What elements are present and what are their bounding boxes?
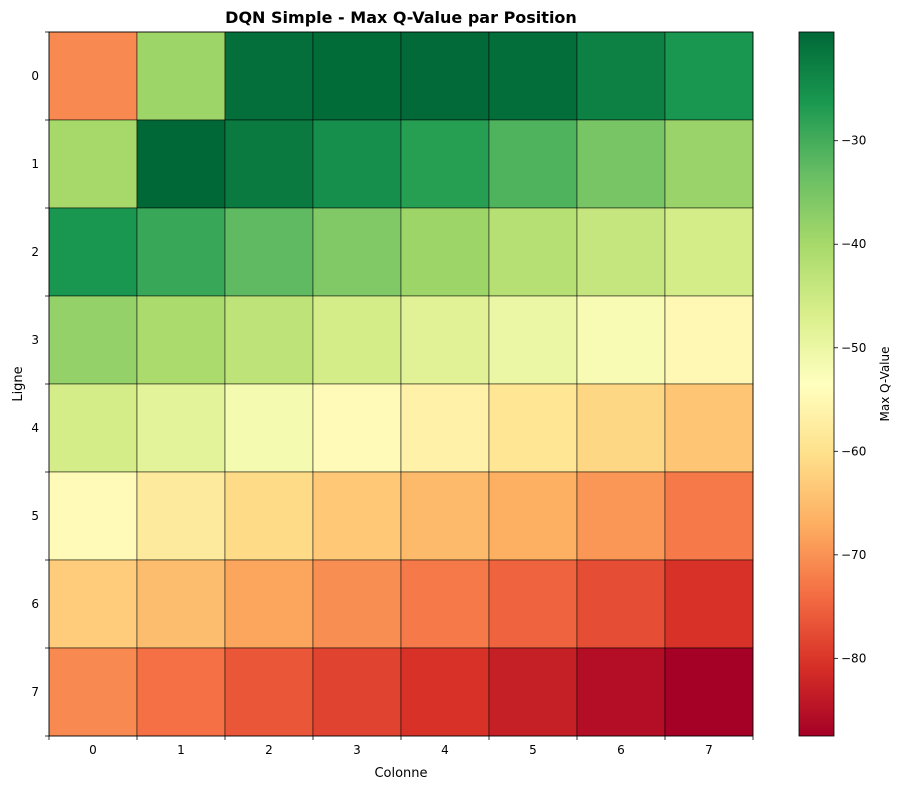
heatmap-cell: [224, 559, 314, 649]
heatmap-cell: [48, 207, 138, 297]
heatmap-cell: [400, 559, 490, 649]
heatmap-cell: [576, 31, 666, 121]
heatmap-cell: [48, 119, 138, 209]
y-tick-label: 1: [31, 157, 39, 171]
heatmap-cell: [136, 471, 226, 561]
heatmap-cell: [488, 295, 578, 385]
colorbar-tick-label: −30: [841, 134, 866, 148]
heatmap-cell: [576, 647, 666, 737]
x-tick-label: 5: [529, 743, 537, 757]
heatmap-cell: [136, 119, 226, 209]
heatmap-cell: [312, 383, 402, 473]
heatmap-cell: [312, 559, 402, 649]
heatmap-cell: [48, 559, 138, 649]
heatmap-cell: [136, 31, 226, 121]
heatmap-cell: [664, 119, 754, 209]
heatmap-cell: [224, 471, 314, 561]
colorbar-ticks: −30 −40 −50 −60 −70 −80: [834, 134, 866, 665]
heatmap-cell: [488, 559, 578, 649]
heatmap-cell: [664, 471, 754, 561]
y-axis-label: Ligne: [11, 366, 26, 401]
heatmap-cell: [136, 383, 226, 473]
heatmap-cell: [488, 31, 578, 121]
heatmap-cell: [664, 295, 754, 385]
colorbar-label: Max Q-Value: [878, 347, 892, 422]
x-tick-label: 1: [177, 743, 185, 757]
colorbar: −30 −40 −50 −60 −70 −80 Max Q-Value: [798, 31, 892, 737]
heatmap-cell: [576, 559, 666, 649]
heatmap-cell: [664, 559, 754, 649]
x-axis-ticks: 0 1 2 3 4 5 6 7: [48, 736, 754, 757]
heatmap-cell: [136, 295, 226, 385]
heatmap-cell: [488, 471, 578, 561]
heatmap-cell: [312, 647, 402, 737]
colorbar-tick-label: −60: [841, 444, 866, 458]
x-tick-label: 0: [89, 743, 97, 757]
heatmap-cell: [400, 295, 490, 385]
heatmap-cell: [136, 207, 226, 297]
heatmap-cell: [136, 559, 226, 649]
heatmap-cell: [576, 383, 666, 473]
heatmap-cell: [400, 207, 490, 297]
y-tick-label: 0: [31, 69, 39, 83]
heatmap-cell: [400, 31, 490, 121]
colorbar-tick-label: −50: [841, 341, 866, 355]
heatmap-cell: [576, 295, 666, 385]
heatmap-cell: [664, 647, 754, 737]
heatmap-cell: [400, 383, 490, 473]
chart-title: DQN Simple - Max Q-Value par Position: [225, 8, 577, 27]
x-tick-label: 6: [617, 743, 625, 757]
y-axis-ticks: 0 1 2 3 4 5 6 7: [31, 31, 49, 737]
heatmap-cell: [576, 207, 666, 297]
heatmap-cell: [136, 647, 226, 737]
heatmap-cell: [664, 31, 754, 121]
heatmap-cell: [576, 119, 666, 209]
heatmap-cell: [400, 471, 490, 561]
heatmap-cell: [48, 383, 138, 473]
y-tick-label: 7: [31, 685, 39, 699]
heatmap-cell: [488, 647, 578, 737]
heatmap-cell: [488, 383, 578, 473]
colorbar-tick-label: −40: [841, 237, 866, 251]
y-tick-label: 6: [31, 597, 39, 611]
heatmap-cell: [48, 31, 138, 121]
heatmap-cell: [312, 119, 402, 209]
heatmap-cell: [224, 383, 314, 473]
x-tick-label: 4: [441, 743, 449, 757]
colorbar-tick-label: −80: [841, 651, 866, 665]
heatmap-cell: [312, 471, 402, 561]
x-tick-label: 7: [705, 743, 713, 757]
heatmap-cell: [224, 119, 314, 209]
x-tick-label: 2: [265, 743, 273, 757]
heatmap-cell: [488, 119, 578, 209]
colorbar-tick-label: −70: [841, 548, 866, 562]
heatmap-cell: [48, 647, 138, 737]
heatmap-cell: [400, 119, 490, 209]
heatmap-cell: [224, 207, 314, 297]
heatmap-cell: [224, 31, 314, 121]
heatmap-cell: [312, 207, 402, 297]
y-tick-label: 5: [31, 509, 39, 523]
heatmap-cell: [664, 207, 754, 297]
heatmap-cell: [224, 295, 314, 385]
heatmap-cell: [224, 647, 314, 737]
heatmap-cell: [488, 207, 578, 297]
heatmap-cell: [48, 471, 138, 561]
heatmap-cell: [312, 295, 402, 385]
heatmap-cell: [400, 647, 490, 737]
heatmap-cell: [576, 471, 666, 561]
x-axis-label: Colonne: [374, 766, 427, 781]
heatmap-cell: [48, 295, 138, 385]
y-tick-label: 2: [31, 245, 39, 259]
heatmap-cell: [312, 31, 402, 121]
y-tick-label: 4: [31, 421, 39, 435]
y-tick-label: 3: [31, 333, 39, 347]
heatmap-cell: [664, 383, 754, 473]
colorbar-gradient: [798, 31, 835, 737]
x-tick-label: 3: [353, 743, 361, 757]
heatmap-cells: [48, 31, 754, 737]
